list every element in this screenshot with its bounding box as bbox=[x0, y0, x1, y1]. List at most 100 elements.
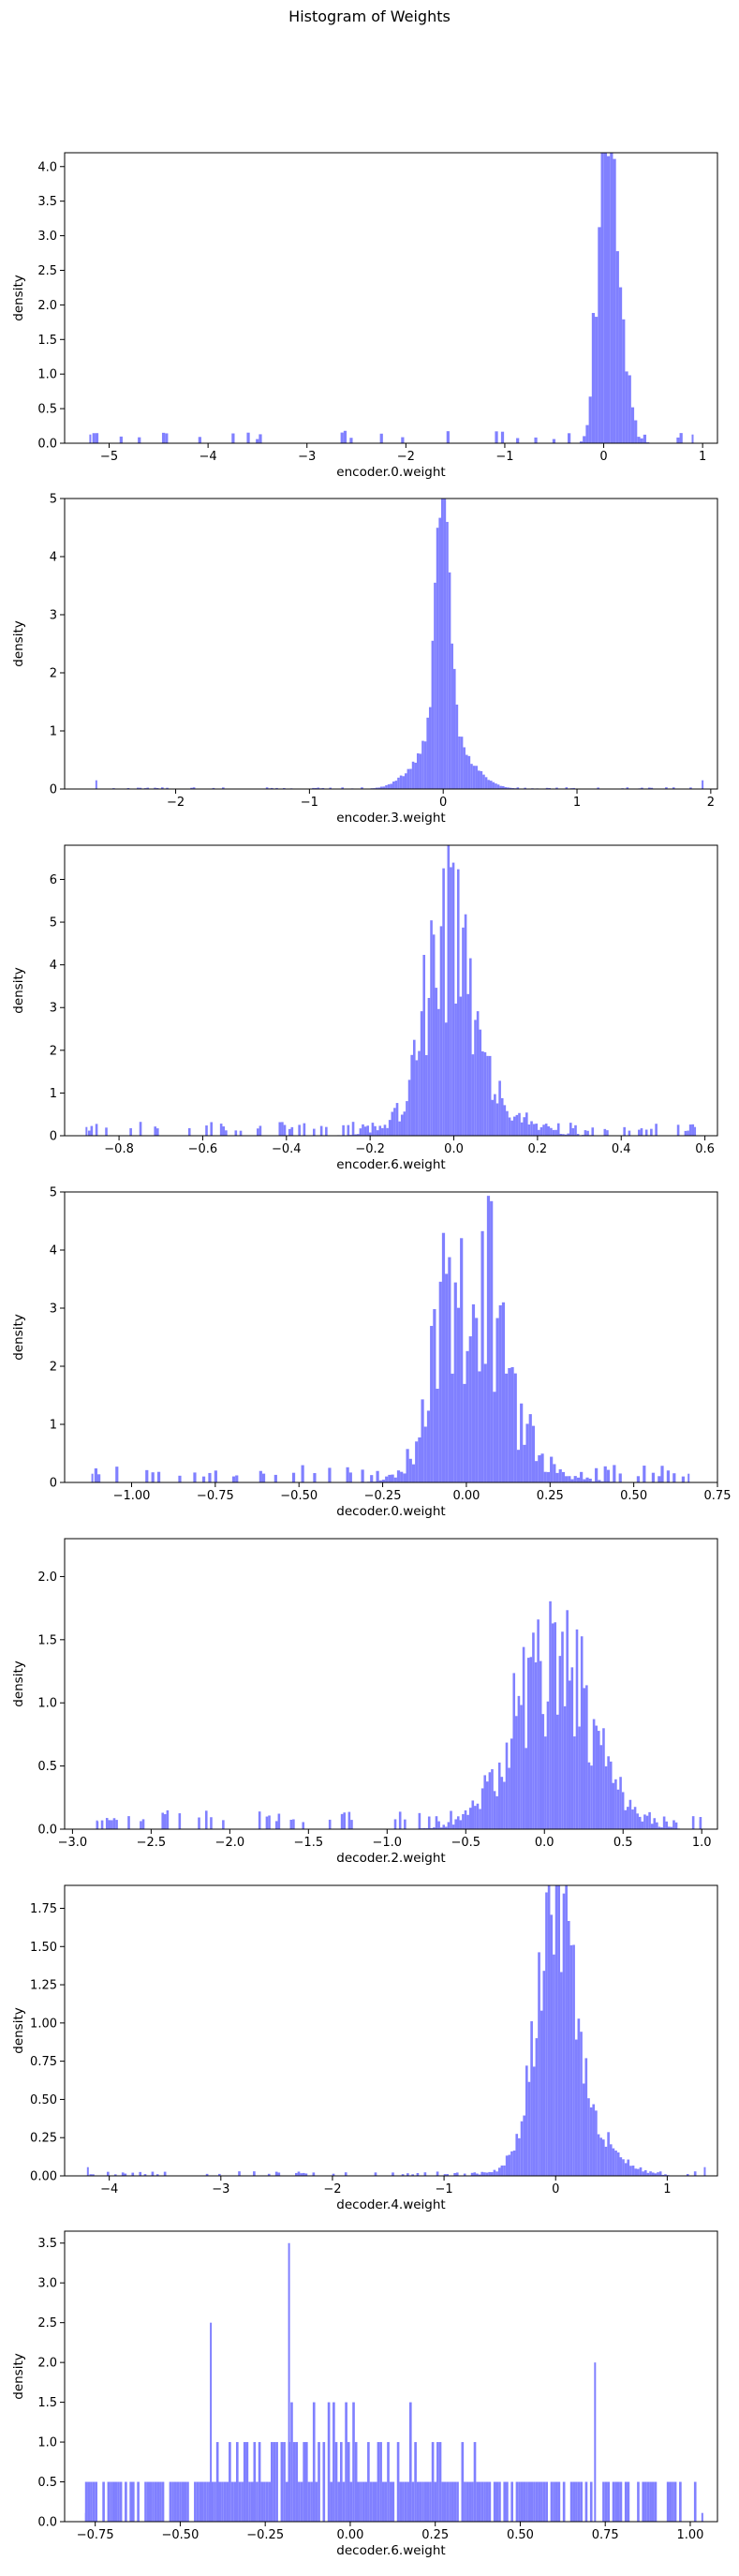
hist-bar bbox=[426, 2481, 430, 2522]
hist-bar bbox=[416, 2173, 420, 2176]
hist-bar bbox=[362, 2481, 365, 2522]
hist-bar bbox=[556, 1123, 560, 1136]
hist-bar bbox=[275, 2442, 278, 2522]
hist-bar bbox=[636, 1476, 641, 1482]
hist-bar bbox=[528, 1414, 532, 1482]
hist-bar bbox=[313, 1473, 317, 1482]
hist-bar bbox=[614, 1779, 617, 1829]
hist-bar bbox=[503, 2165, 506, 2176]
hist-bar bbox=[625, 371, 628, 443]
hist-bar bbox=[349, 438, 353, 443]
hist-bar bbox=[495, 1318, 499, 1482]
hist-bar bbox=[535, 1124, 539, 1136]
hist-bar bbox=[610, 153, 613, 443]
hist-bar bbox=[396, 1470, 401, 1482]
y-tick-label: 1.50 bbox=[30, 1941, 57, 1955]
hist-bar bbox=[451, 643, 453, 789]
hist-bar bbox=[382, 786, 386, 789]
hist-bar bbox=[95, 1124, 98, 1136]
hist-bar bbox=[137, 787, 140, 789]
x-tick-label: −3 bbox=[298, 450, 316, 464]
hist-bar bbox=[194, 2481, 197, 2522]
hist-bar bbox=[399, 775, 403, 789]
hist-bar bbox=[543, 1471, 547, 1482]
hist-bar bbox=[163, 2171, 167, 2176]
hist-bar bbox=[161, 432, 166, 443]
hist-bar bbox=[460, 1238, 464, 1482]
hist-bar bbox=[477, 770, 480, 789]
hist-bar bbox=[622, 319, 626, 443]
x-tick-label: −1.00 bbox=[113, 1489, 151, 1503]
hist-bar bbox=[510, 1366, 514, 1482]
hist-bar bbox=[592, 1719, 596, 1829]
hist-bar bbox=[453, 2481, 457, 2522]
axes-frame bbox=[64, 1884, 718, 2177]
hist-bar bbox=[666, 2481, 670, 2522]
hist-bar bbox=[523, 2115, 525, 2176]
hist-bar bbox=[166, 1809, 170, 1829]
hist-bar bbox=[256, 1128, 259, 1136]
hist-bar bbox=[84, 2481, 88, 2522]
hist-bar bbox=[245, 2442, 249, 2522]
hist-bar bbox=[453, 1282, 457, 1482]
hist-bar bbox=[506, 1110, 509, 1136]
hist-bar bbox=[603, 1128, 607, 1136]
hist-bar bbox=[474, 1020, 477, 1136]
hist-bar bbox=[290, 2402, 293, 2522]
hist-bar bbox=[418, 1812, 421, 1829]
hist-bar bbox=[613, 1465, 616, 1482]
hist-bar bbox=[343, 430, 347, 443]
hist-bar bbox=[485, 2172, 489, 2176]
x-axis-label: decoder.4.weight bbox=[336, 2197, 445, 2212]
hist-bar bbox=[283, 2442, 286, 2522]
x-tick-label: −0.25 bbox=[246, 2528, 284, 2542]
hist-bar bbox=[96, 1474, 101, 1482]
hist-bar bbox=[92, 2481, 96, 2522]
hist-bar bbox=[570, 1479, 574, 1482]
hist-bar bbox=[557, 2481, 561, 2522]
hist-bar bbox=[463, 2173, 466, 2176]
hist-bar bbox=[406, 2173, 409, 2176]
hist-bar bbox=[278, 1122, 282, 1136]
hist-bar bbox=[676, 1124, 680, 1136]
hist-bar bbox=[567, 433, 571, 443]
hist-bar bbox=[586, 1130, 589, 1136]
hist-bar bbox=[540, 2481, 543, 2522]
x-tick-label: −1 bbox=[301, 796, 318, 810]
hist-bar bbox=[515, 1716, 518, 1829]
hist-bar bbox=[646, 2481, 650, 2522]
hist-bar bbox=[535, 1461, 539, 1482]
hist-bar bbox=[464, 2481, 466, 2522]
x-tick-label: −2 bbox=[397, 450, 415, 464]
hist-bar bbox=[470, 764, 473, 789]
hist-bar bbox=[495, 1103, 499, 1136]
hist-bar bbox=[392, 2481, 395, 2522]
hist-bar bbox=[471, 2481, 474, 2522]
hist-bar bbox=[597, 1731, 600, 1829]
hist-bar bbox=[525, 1423, 529, 1482]
hist-bar bbox=[559, 1134, 563, 1136]
hist-bar bbox=[535, 2038, 539, 2176]
hist-bar bbox=[401, 437, 405, 443]
y-tick-label: 6 bbox=[50, 873, 57, 887]
hist-bar bbox=[381, 1480, 386, 1482]
hist-bar bbox=[657, 2172, 659, 2176]
hist-bar bbox=[468, 2481, 472, 2522]
hist-bar bbox=[592, 2104, 596, 2176]
hist-bar bbox=[599, 1745, 603, 1829]
hist-bar bbox=[626, 787, 629, 789]
hist-bar bbox=[651, 2481, 655, 2522]
hist-bar bbox=[186, 2481, 189, 2522]
hist-bar bbox=[482, 774, 485, 789]
hist-bar bbox=[547, 1126, 551, 1136]
hist-bar bbox=[454, 1004, 457, 1136]
y-tick-label: 3.0 bbox=[37, 2277, 57, 2291]
hist-bar bbox=[446, 2174, 450, 2176]
hist-bar bbox=[423, 741, 427, 789]
hist-bar bbox=[427, 1816, 431, 1829]
hist-bar bbox=[108, 1820, 111, 1829]
hist-bar bbox=[271, 787, 273, 789]
hist-bar bbox=[588, 396, 592, 443]
hist-bar bbox=[619, 2481, 623, 2522]
